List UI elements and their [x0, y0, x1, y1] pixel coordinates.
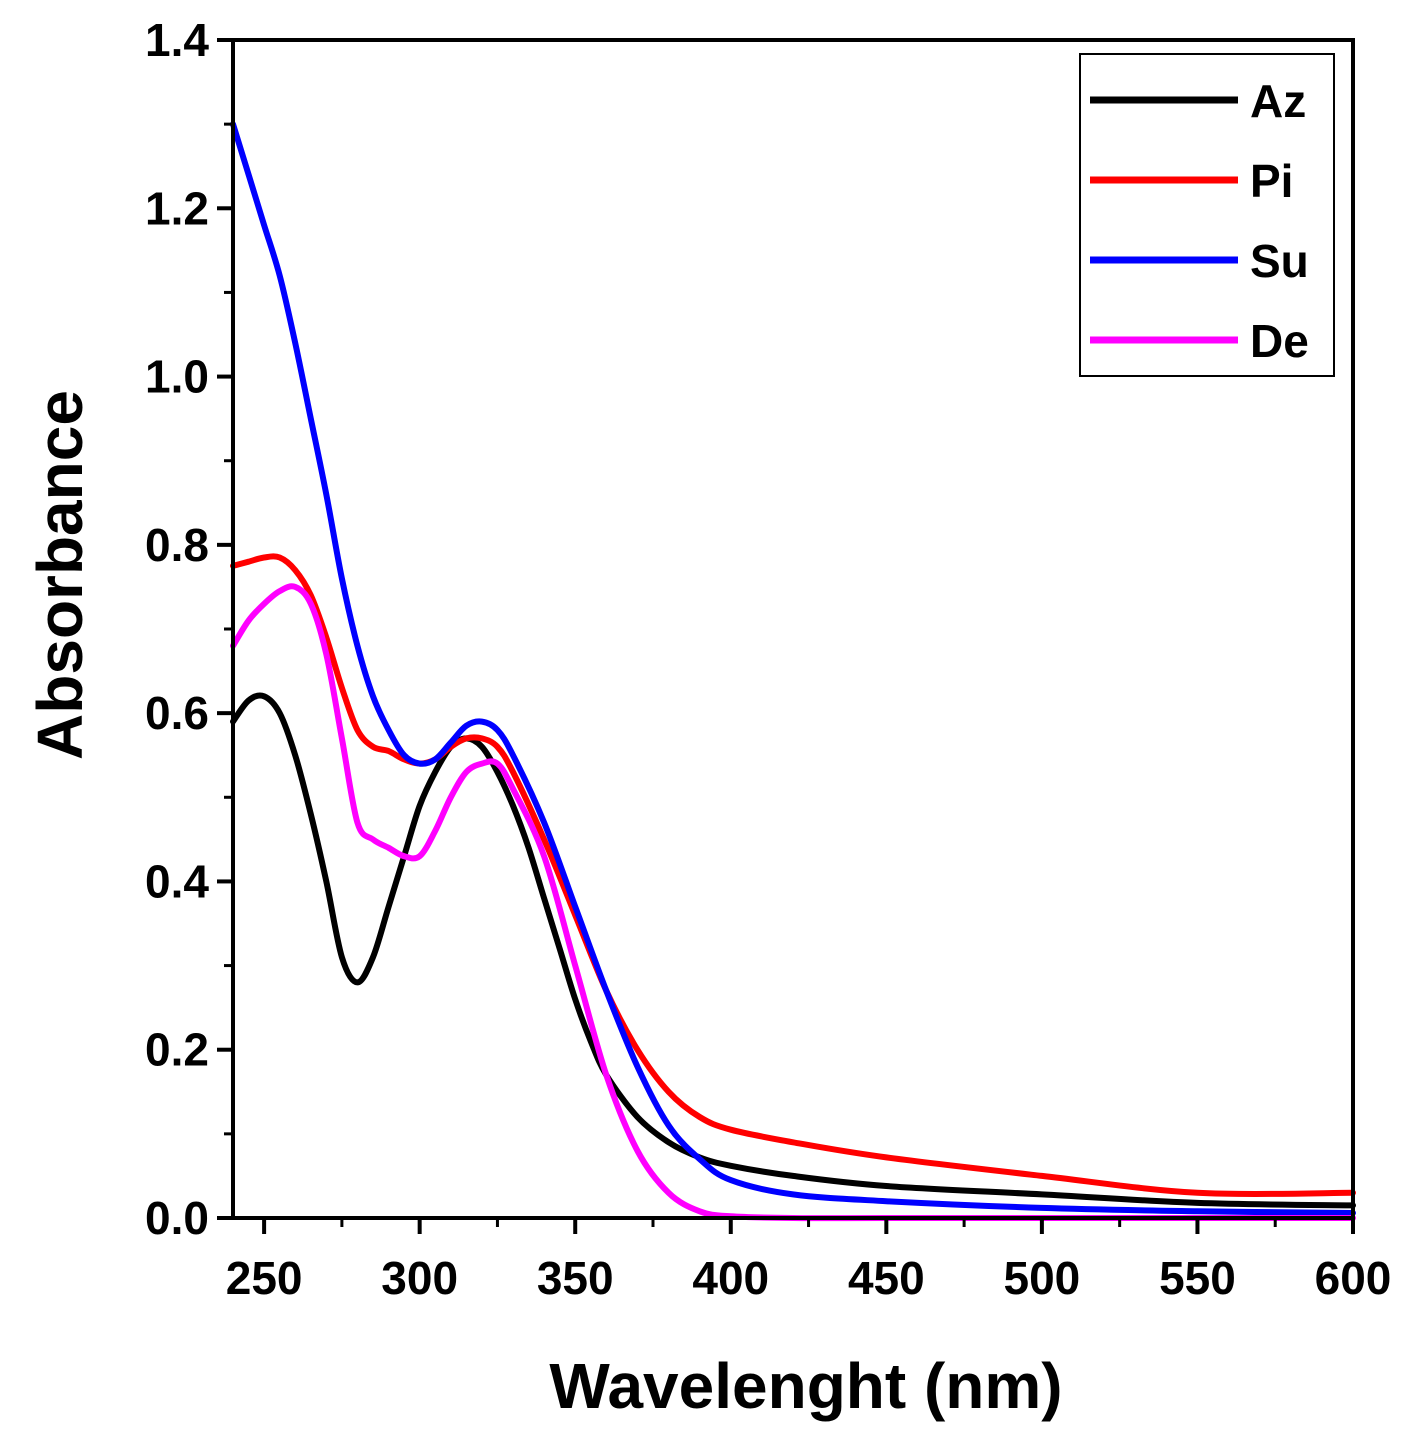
x-tick-label-600: 600 — [1315, 1252, 1392, 1304]
y-tick-label-0.2: 0.2 — [145, 1024, 209, 1076]
y-tick-label-1.0: 1.0 — [145, 351, 209, 403]
legend-label-pi: Pi — [1250, 155, 1293, 207]
x-tick-label-500: 500 — [1004, 1252, 1081, 1304]
y-axis-title: Absorbance — [24, 390, 96, 760]
series-line-de — [230, 583, 1356, 1222]
x-tick-label-350: 350 — [537, 1252, 614, 1304]
series-line-pi — [230, 553, 1356, 1198]
y-tick-label-0.6: 0.6 — [145, 687, 209, 739]
tick-labels: 250 300 350 400 450 500 550 600 0.0 0.2 0.4 0.6 0.8 1… — [145, 14, 1391, 1304]
legend-label-az: Az — [1250, 75, 1306, 127]
legend: Az Pi Su De — [1079, 53, 1335, 377]
x-tick-label-400: 400 — [692, 1252, 769, 1304]
y-tick-label-0.0: 0.0 — [145, 1192, 209, 1244]
x-tick-label-450: 450 — [848, 1252, 925, 1304]
y-tick-label-0.4: 0.4 — [145, 855, 209, 907]
x-tick-label-550: 550 — [1159, 1252, 1236, 1304]
x-tick-label-300: 300 — [381, 1252, 458, 1304]
legend-box — [1079, 53, 1335, 377]
y-tick-label-0.8: 0.8 — [145, 519, 209, 571]
x-tick-label-250: 250 — [226, 1252, 303, 1304]
y-tick-label-1.2: 1.2 — [145, 182, 209, 234]
legend-label-su: Su — [1250, 235, 1309, 287]
x-axis-title: Wavelenght (nm) — [549, 1350, 1062, 1422]
axis-ticks — [217, 38, 1355, 1234]
series-line-su — [230, 121, 1356, 1216]
legend-items: Az Pi Su De — [1090, 75, 1309, 367]
series-line-az — [230, 692, 1356, 1209]
y-tick-label-1.4: 1.4 — [145, 14, 209, 66]
legend-label-de: De — [1250, 315, 1309, 367]
